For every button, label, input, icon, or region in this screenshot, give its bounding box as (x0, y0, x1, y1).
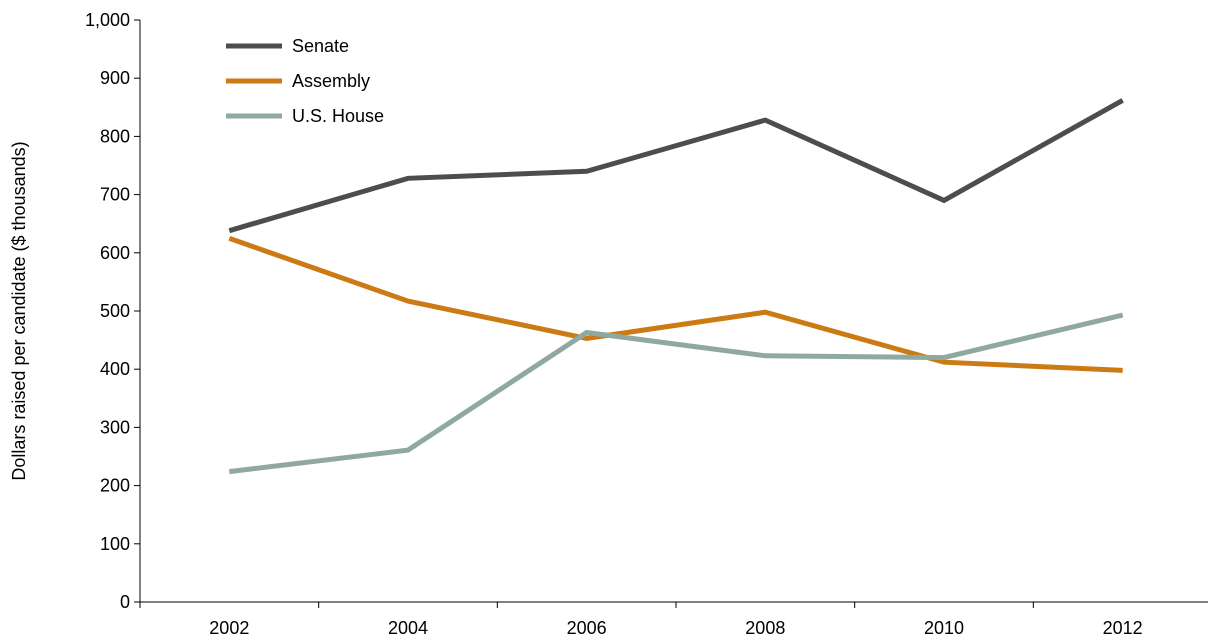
series-line-u-s-house (229, 312, 1124, 475)
legend-label-u-s-house: U.S. House (292, 106, 384, 126)
y-tick-label: 100 (100, 534, 130, 554)
y-tick-label: 200 (100, 476, 130, 496)
y-tick-label: 300 (100, 417, 130, 437)
y-tick-label: 400 (100, 359, 130, 379)
y-axis-ticks: 0 100 200 300 400 500 600 700 800 900 1,000 (85, 10, 140, 612)
y-axis-title: Dollars raised per candidate ($ thousand… (9, 141, 29, 480)
x-tick-label: 2006 (567, 618, 607, 638)
x-axis-ticks: 2002 2004 2006 2008 2010 2012 (139, 602, 1143, 638)
legend: Senate Assembly U.S. House (226, 36, 384, 126)
y-tick-label: 700 (100, 185, 130, 205)
y-tick-label: 500 (100, 301, 130, 321)
legend-label-senate: Senate (292, 36, 349, 56)
y-tick-label: 800 (100, 126, 130, 146)
y-tick-label: 0 (120, 592, 130, 612)
x-tick-label: 2012 (1103, 618, 1143, 638)
series-line-senate (228, 98, 1124, 234)
y-tick-label: 1,000 (85, 10, 130, 30)
x-tick-label: 2010 (924, 618, 964, 638)
series-line-assembly (228, 235, 1123, 373)
legend-label-assembly: Assembly (292, 71, 370, 91)
x-tick-label: 2008 (745, 618, 785, 638)
y-tick-label: 600 (100, 243, 130, 263)
series-layer (228, 98, 1124, 475)
x-tick-label: 2002 (209, 618, 249, 638)
x-tick-label: 2004 (388, 618, 428, 638)
y-tick-label: 900 (100, 68, 130, 88)
